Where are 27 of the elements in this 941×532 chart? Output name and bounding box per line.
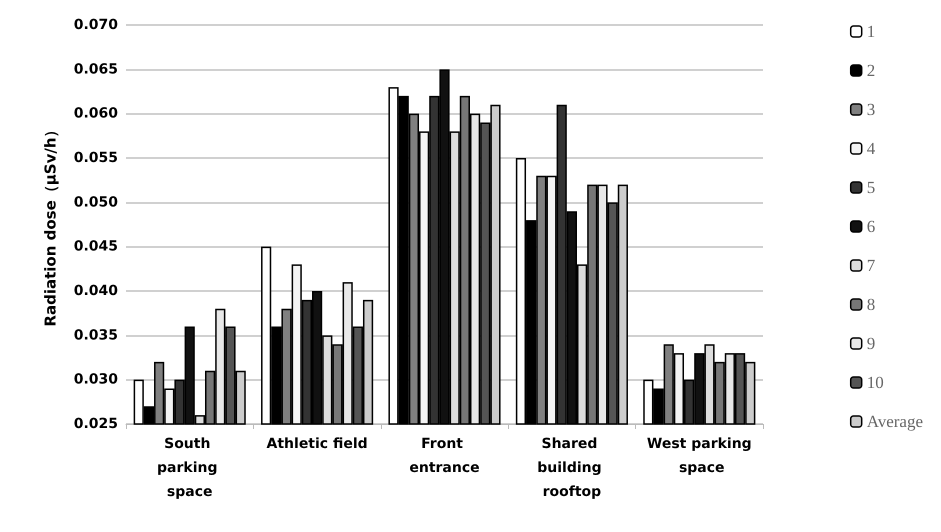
y-tick-label: 0.050 (74, 194, 118, 210)
y-tick-label: 0.045 (74, 238, 118, 255)
y-axis-title: Radiation dose（μSv/h） (42, 122, 60, 327)
legend-label: 7 (866, 256, 876, 275)
legend-label: 3 (866, 100, 876, 119)
x-tick-label: Front entrance (409, 436, 480, 476)
y-tick-label: 0.060 (74, 106, 118, 122)
legend-label: 2 (866, 61, 876, 80)
legend-label: 9 (866, 334, 876, 353)
y-tick-label: 0.070 (74, 17, 118, 33)
legend-label: 4 (866, 139, 876, 158)
legend-label: 6 (866, 217, 876, 236)
x-tick-label: South parking space (157, 436, 222, 500)
y-tick-label: 0.025 (74, 416, 118, 432)
x-tick-label: Shared building rooftop (537, 436, 607, 500)
y-tick-label: 0.040 (74, 283, 118, 299)
x-tick-label: West parking space (646, 436, 752, 476)
legend-label: 8 (866, 295, 876, 314)
legend-label: 5 (866, 178, 876, 197)
legend-label: 10 (866, 373, 884, 392)
x-tick-label: Athletic field (266, 436, 368, 452)
legend-label: 1 (866, 22, 876, 41)
y-tick-label: 0.030 (74, 372, 118, 388)
y-tick-label: 0.035 (74, 327, 118, 344)
y-tick-label: 0.055 (74, 150, 118, 166)
y-tick-label: 0.065 (74, 61, 118, 78)
legend-label: Average (866, 412, 923, 431)
